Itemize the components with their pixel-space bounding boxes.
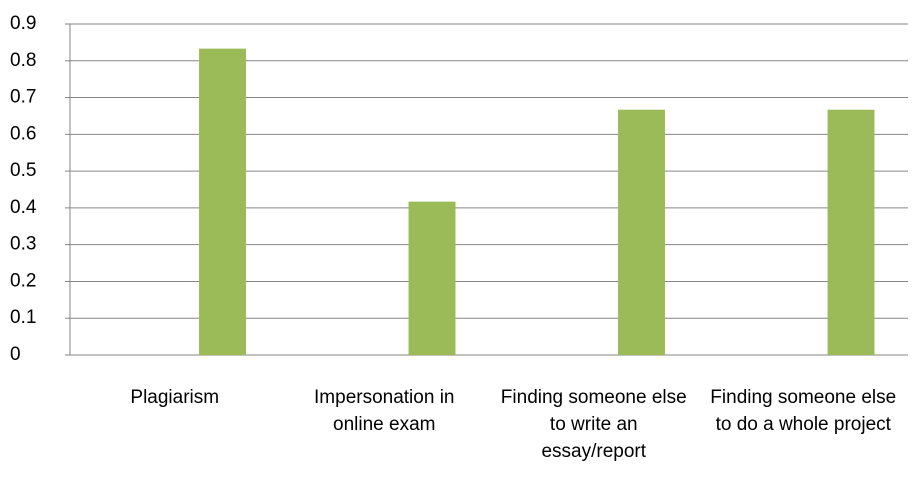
y-tick-label: 0.6 bbox=[10, 123, 36, 144]
x-tick-label: Plagiarism bbox=[130, 387, 220, 408]
x-tick-label: Impersonation in online exam bbox=[314, 387, 455, 435]
y-tick-label: 0.5 bbox=[10, 160, 36, 181]
x-tick-label: Finding someone else to do a whole proje… bbox=[710, 387, 897, 435]
y-tick-label: 0.4 bbox=[10, 197, 37, 218]
y-tick-label: 0.9 bbox=[10, 13, 36, 34]
y-tick-label: 0.3 bbox=[10, 234, 36, 255]
y-tick-label: 0.2 bbox=[10, 270, 36, 291]
y-tick-label: 0.8 bbox=[10, 50, 36, 71]
bar bbox=[618, 109, 665, 355]
y-tick-label: 0 bbox=[10, 344, 21, 365]
y-tick-label: 0.1 bbox=[10, 307, 36, 328]
x-tick-label: Finding someone else to write an essay/r… bbox=[500, 387, 687, 462]
bar bbox=[199, 48, 246, 355]
bar bbox=[827, 109, 875, 355]
bar bbox=[408, 201, 456, 355]
y-tick-label: 0.7 bbox=[10, 87, 36, 108]
